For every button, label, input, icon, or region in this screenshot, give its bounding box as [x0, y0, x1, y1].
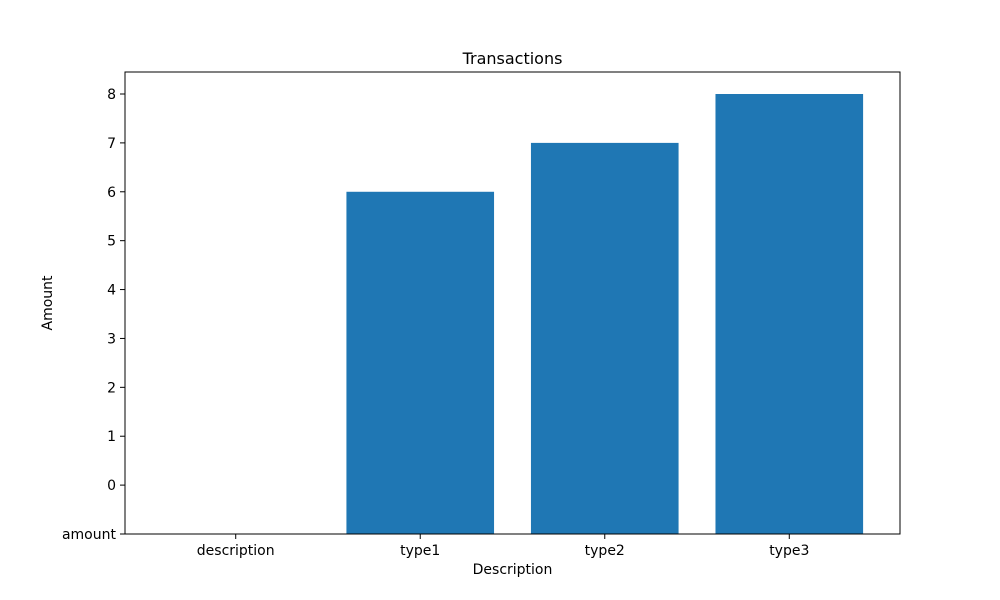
x-tick-label: type3 — [769, 543, 809, 559]
x-axis-label: Description — [473, 562, 553, 578]
bar-type2 — [530, 142, 679, 534]
x-axis-ticks: description type1 type2 type3 — [197, 534, 809, 559]
y-tick-label: 7 — [107, 136, 116, 152]
y-tick-label: 8 — [107, 87, 116, 103]
plot-frame — [124, 71, 901, 535]
y-tick-label: 5 — [107, 234, 116, 250]
bar-type3 — [715, 94, 864, 534]
x-tick-label: type2 — [585, 543, 625, 559]
y-tick-label: 1 — [107, 429, 116, 445]
y-tick-label: 6 — [107, 185, 116, 201]
chart-title: Transactions — [462, 49, 563, 68]
bars-layer — [346, 94, 864, 534]
y-tick-label: amount — [62, 527, 117, 543]
y-tick-label: 0 — [107, 478, 116, 494]
y-tick-label: 3 — [107, 331, 116, 347]
y-axis-label: Amount — [40, 275, 56, 331]
x-tick-label: type1 — [400, 543, 440, 559]
y-axis-ticks: amount 0 1 2 3 4 5 6 7 8 — [62, 87, 125, 543]
y-tick-label: 2 — [107, 380, 116, 396]
x-tick-label: description — [197, 543, 275, 559]
bar-type1 — [346, 191, 495, 534]
y-tick-label: 4 — [107, 283, 116, 299]
